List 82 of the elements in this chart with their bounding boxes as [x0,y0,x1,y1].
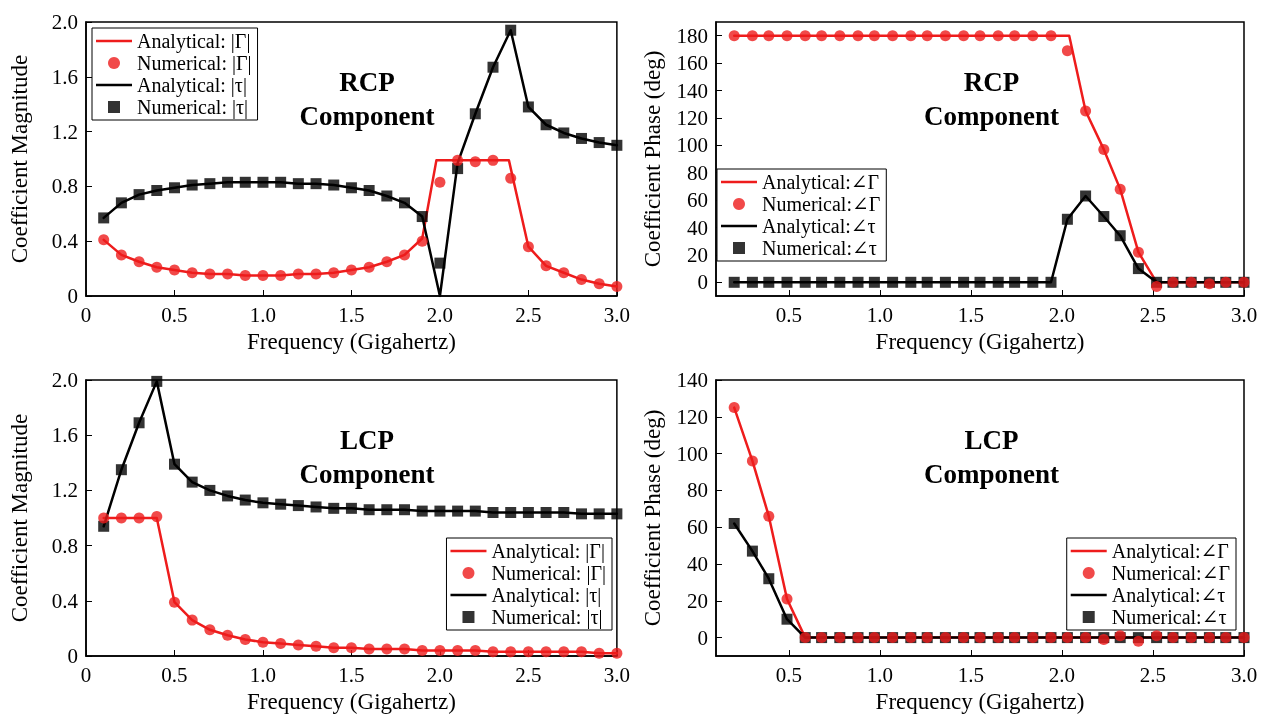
y-tick-label: 20 [687,242,708,267]
legend-label: Numerical: |Γ| [491,562,606,585]
x-axis-title: Frequency (Gigahertz) [875,688,1085,714]
legend-label: Numerical: |τ| [491,606,603,629]
y-tick-label: 2.0 [51,10,78,34]
legend-label: Numerical:∠τ [762,237,877,259]
y-tick-label: 140 [676,368,708,392]
y-tick-label: 1.6 [51,423,78,448]
y-tick-label: 0 [697,270,708,295]
x-tick-label: 0.5 [161,302,188,327]
x-tick-label: 3.0 [1230,302,1258,327]
y-tick-label: 60 [687,188,708,213]
y-tick-label: 160 [676,51,708,76]
legend-label: Numerical: |τ| [137,96,249,119]
x-axis-title: Frequency (Gigahertz) [247,688,456,714]
legend-label: Analytical:∠Γ [762,171,880,194]
text: RCP Component [299,67,435,131]
y-axis-title: Coefficient Phase (deg) [640,50,665,268]
x-tick-label: 1.5 [957,662,985,687]
x-tick-label: 2.0 [1048,662,1076,687]
y-axis-title: Coefficient Magnitude [7,54,32,264]
text: LCP Component [299,425,435,489]
y-tick-label: 0 [697,625,708,650]
y-tick-label: 0.8 [51,174,78,199]
x-tick-label: 0.5 [775,662,802,687]
x-tick-label: 1.0 [866,302,893,327]
y-tick-label: 0.4 [51,229,79,254]
legend-label: Analytical: |τ| [491,584,602,607]
y-tick-label: 0 [67,284,78,308]
x-tick-label: 3.0 [1230,662,1258,687]
x-tick-label: 0.5 [775,302,802,327]
x-axis-title: Frequency (Gigahertz) [247,328,456,354]
y-tick-label: 1.2 [51,478,78,503]
y-tick-label: 1.2 [51,119,78,144]
x-tick-label: 3.0 [603,302,630,327]
y-tick-label: 100 [676,133,708,158]
y-tick-label: 120 [676,105,708,130]
y-tick-label: 80 [687,478,708,503]
legend-label: Numerical: |Γ| [137,52,252,75]
x-axis-title: Frequency (Gigahertz) [875,328,1085,354]
legend-label: Analytical: |τ| [137,74,247,97]
y-tick-label: 120 [676,404,708,429]
y-tick-label: 60 [687,515,708,540]
y-tick-label: 140 [676,78,708,103]
y-tick-label: 0.4 [51,588,79,613]
y-tick-label: 100 [676,441,708,466]
y-tick-label: 20 [687,588,708,613]
legend-label: Analytical:∠τ [1111,584,1226,607]
x-tick-label: 2.5 [515,662,542,687]
y-tick-label: 40 [687,552,708,576]
x-tick-label: 2.0 [426,662,454,687]
legend-label: Numerical:∠τ [1111,606,1227,628]
legend-label: Analytical: |Γ| [137,30,251,53]
y-tick-label: 0.8 [51,533,78,558]
y-axis-title: Coefficient Magnitude [7,413,32,623]
x-tick-label: 1.5 [338,302,365,327]
x-tick-label: 2.0 [426,302,454,327]
y-tick-label: 40 [687,215,708,240]
y-tick-label: 0 [67,644,78,668]
y-tick-label: 1.6 [51,64,78,89]
x-tick-label: 3.0 [603,662,630,687]
text: RCP Component [923,67,1060,131]
legend-label: Analytical: |Γ| [491,540,605,563]
legend-label: Numerical:∠Γ [1111,562,1230,584]
x-tick-label: 1.5 [338,662,365,687]
y-tick-label: 180 [676,23,708,48]
x-tick-label: 1.0 [249,302,277,327]
y-axis-title: Coefficient Phase (deg) [640,409,665,627]
legend-label: Numerical:∠Γ [762,193,881,215]
x-tick-label: 1.5 [957,302,985,327]
x-tick-label: 1.0 [249,662,277,687]
text: LCP Component [923,425,1060,489]
x-tick-label: 2.5 [1139,302,1167,327]
x-tick-label: 2.0 [1048,302,1076,327]
x-tick-label: 0.5 [161,662,188,687]
y-tick-label: 2.0 [51,368,78,392]
x-tick-label: 1.0 [866,662,893,687]
legend-label: Analytical:∠τ [762,215,876,238]
legend-label: Analytical:∠Γ [1111,540,1229,563]
x-tick-label: 2.5 [515,302,542,327]
x-tick-label: 2.5 [1139,662,1167,687]
y-tick-label: 80 [687,160,708,185]
